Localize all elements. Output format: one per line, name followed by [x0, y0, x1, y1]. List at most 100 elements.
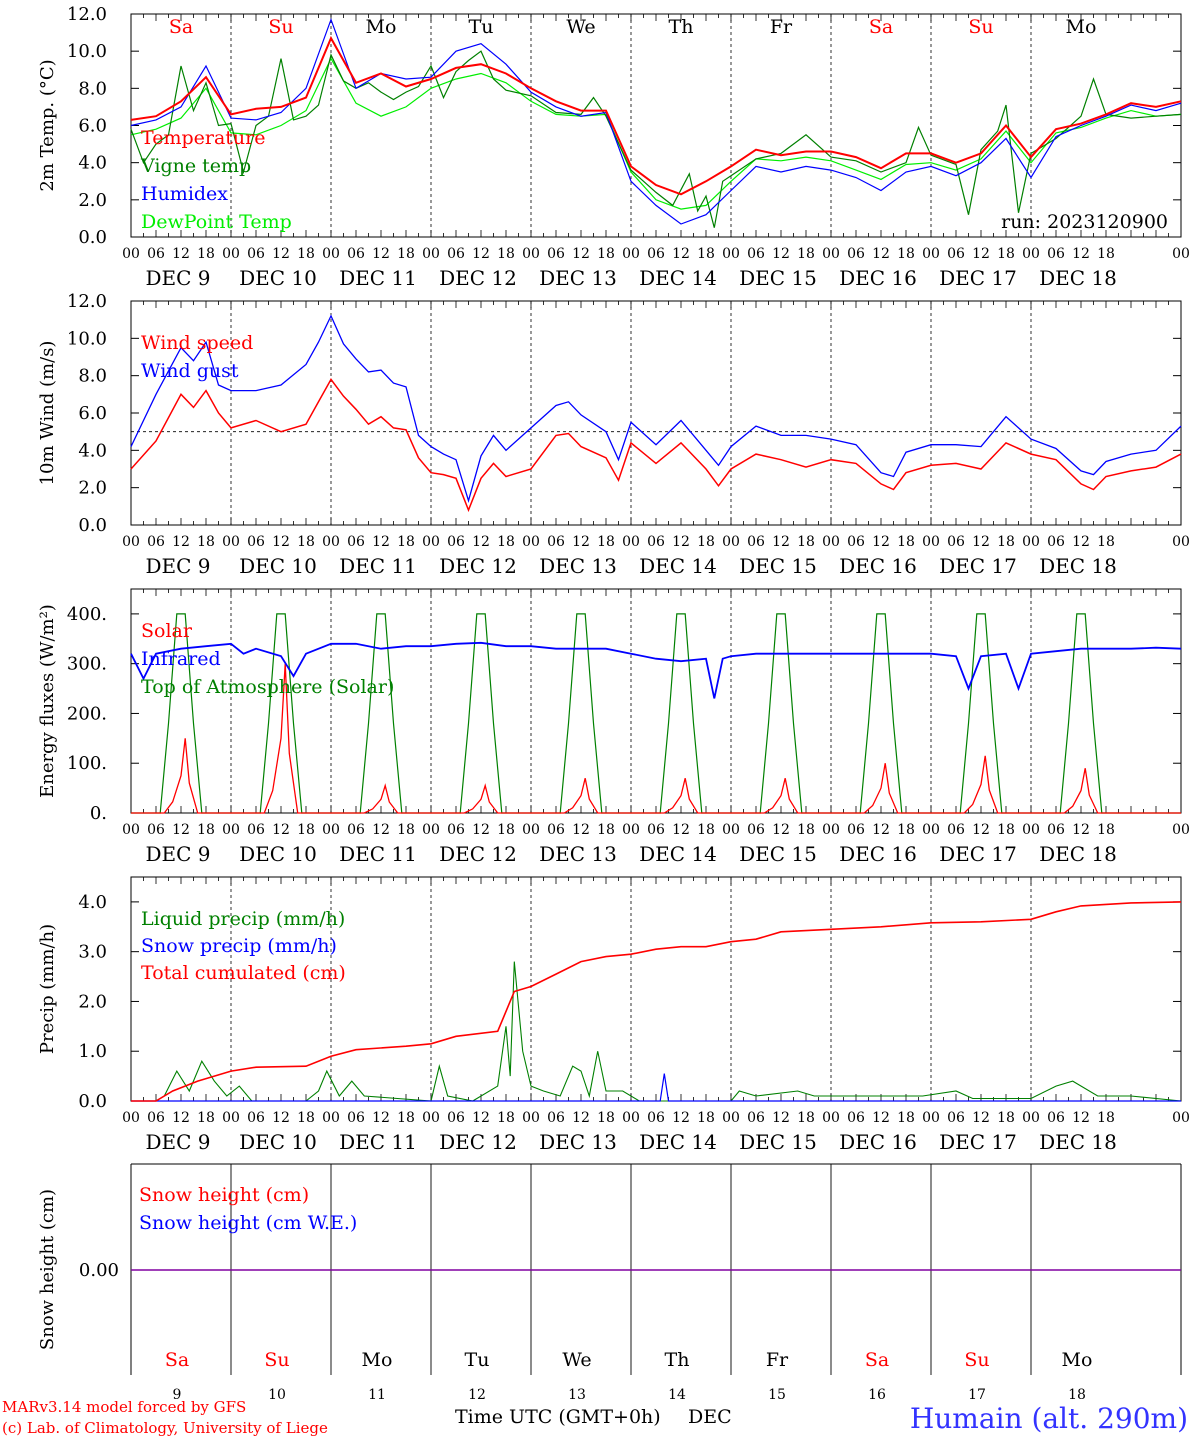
x-hour-tick-label: 06	[547, 246, 565, 262]
x-hour-tick-label: 18	[597, 1110, 615, 1126]
x-hour-tick-label: 06	[447, 534, 465, 550]
x-date-label: DEC 13	[539, 554, 617, 578]
x-hour-tick-label: 06	[1047, 246, 1065, 262]
x-hour-tick-label: 18	[597, 246, 615, 262]
day-number-label: 11	[368, 1387, 386, 1403]
x-hour-tick-label: 00	[522, 246, 540, 262]
y-tick-label: 2.0	[78, 478, 107, 499]
x-hour-tick-label: 18	[897, 822, 915, 838]
x-date-label: DEC 9	[145, 554, 210, 578]
x-hour-tick-label: 12	[1072, 246, 1090, 262]
day-number-label: 14	[668, 1387, 686, 1403]
x-date-label: DEC 10	[239, 266, 317, 290]
x-hour-tick-label: 18	[597, 534, 615, 550]
weekday-label: Sa	[865, 1349, 889, 1371]
x-hour-tick-label: 06	[447, 822, 465, 838]
x-hour-tick-label: 00	[122, 822, 140, 838]
y-tick-label: 0.	[90, 803, 107, 824]
x-hour-tick-label: 12	[672, 822, 690, 838]
x-hour-tick-label: 00	[722, 1110, 740, 1126]
x-date-label: DEC 11	[339, 842, 417, 866]
x-hour-tick-label: 06	[247, 246, 265, 262]
x-hour-tick-label: 06	[747, 1110, 765, 1126]
x-hour-tick-label: 00	[322, 534, 340, 550]
x-hour-tick-label: 00	[622, 534, 640, 550]
x-hour-tick-label: 00	[622, 246, 640, 262]
x-date-label: DEC 18	[1039, 554, 1117, 578]
x-hour-tick-label: 00	[922, 822, 940, 838]
x-hour-tick-label: 12	[672, 246, 690, 262]
x-hour-tick-label: 00	[922, 534, 940, 550]
x-hour-tick-label: 00	[922, 246, 940, 262]
x-hour-tick-label: 12	[672, 534, 690, 550]
x-hour-tick-label: 06	[947, 822, 965, 838]
x-hour-tick-label: 12	[172, 822, 190, 838]
y-tick-label: 1.0	[78, 1041, 107, 1062]
x-hour-tick-label: 12	[572, 246, 590, 262]
x-hour-tick-label: 18	[897, 246, 915, 262]
x-hour-tick-label: 18	[1097, 246, 1115, 262]
x-hour-tick-label: 00	[522, 1110, 540, 1126]
legend-entry: Snow precip (mm/h)	[141, 935, 337, 957]
x-date-label: DEC 10	[239, 1130, 317, 1154]
x-hour-tick-label: 18	[297, 1110, 315, 1126]
plot-frame	[130, 300, 1182, 526]
x-hour-tick-label: 12	[872, 534, 890, 550]
x-hour-tick-label: 18	[797, 1110, 815, 1126]
x-hour-tick-label: 12	[272, 1110, 290, 1126]
weekday-label: Sa	[169, 16, 193, 38]
x-date-label: DEC 15	[739, 842, 817, 866]
x-date-label: DEC 10	[239, 842, 317, 866]
footer-credit-model: MARv3.14 model forced by GFS	[2, 1398, 246, 1416]
legend-entry: Liquid precip (mm/h)	[141, 908, 345, 930]
x-hour-tick-label: 12	[772, 246, 790, 262]
x-hour-tick-label: 18	[697, 1110, 715, 1126]
legend-entry: Temperature	[141, 127, 265, 149]
snow-panel: 0.00 Snow height (cm) Snow height (cm) Snow…	[37, 1163, 1182, 1403]
x-date-label: DEC 10	[239, 554, 317, 578]
day-number-label: 17	[968, 1387, 986, 1403]
x-hour-tick-label: 12	[872, 1110, 890, 1126]
weekday-label: We	[566, 16, 595, 38]
x-hour-tick-label: 00	[522, 534, 540, 550]
x-date-label: DEC 11	[339, 1130, 417, 1154]
series-liquid-precip	[131, 961, 1182, 1102]
x-date-label: DEC 17	[939, 554, 1017, 578]
x-hour-tick-label: 06	[347, 1110, 365, 1126]
x-hour-tick-label: 12	[972, 246, 990, 262]
x-date-label: DEC 13	[539, 842, 617, 866]
weekday-label: Su	[268, 16, 293, 38]
x-hour-tick-label: 00	[822, 1110, 840, 1126]
x-hour-tick-label: 18	[497, 246, 515, 262]
x-hour-tick-label: 06	[247, 1110, 265, 1126]
day-number-label: 12	[468, 1387, 486, 1403]
x-date-label: DEC 18	[1039, 266, 1117, 290]
x-hour-tick-label: 00	[322, 822, 340, 838]
y-tick-label: 4.0	[78, 892, 107, 913]
x-hour-tick-label: 12	[672, 1110, 690, 1126]
x-hour-tick-label: 18	[997, 246, 1015, 262]
x-minor-ticks	[130, 14, 1182, 237]
weekday-label: Su	[264, 1349, 289, 1371]
x-hour-tick-label: 06	[647, 1110, 665, 1126]
legend-entry: Snow height (cm W.E.)	[139, 1212, 357, 1234]
x-hour-tick-label: 00	[222, 1110, 240, 1126]
series-solar	[131, 663, 1181, 814]
weekday-label: Su	[968, 16, 993, 38]
x-hour-tick-label: 06	[347, 534, 365, 550]
x-hour-tick-label: 18	[997, 534, 1015, 550]
legend-entry: Wind gust	[141, 360, 239, 382]
temperature-panel: 0.0 2.0 4.0 6.0 8.0 10.0 12.0 2m Temp. (°C) 00 06…	[37, 4, 1190, 290]
weekday-label: We	[562, 1349, 591, 1371]
x-hour-tick-label: 12	[1072, 822, 1090, 838]
x-hour-tick-label: 06	[247, 534, 265, 550]
series-dewpoint-temp	[130, 57, 1182, 210]
x-date-label: DEC 14	[639, 842, 717, 866]
legend-entry: Wind speed	[141, 332, 253, 354]
x-hour-tick-label: 06	[347, 246, 365, 262]
y-axis-label: 2m Temp. (°C)	[37, 59, 58, 191]
x-hour-tick-label: 00	[622, 1110, 640, 1126]
weekday-label: Fr	[770, 16, 793, 38]
x-date-label: DEC 17	[939, 842, 1017, 866]
